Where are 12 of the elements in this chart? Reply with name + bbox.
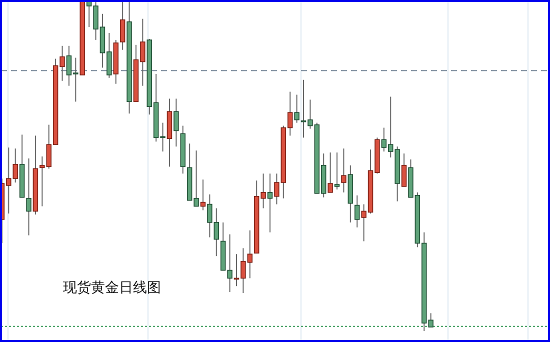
candlestick xyxy=(334,152,340,190)
candlestick xyxy=(328,152,333,193)
candlestick xyxy=(174,98,179,148)
candlestick xyxy=(200,179,206,211)
candlestick xyxy=(354,194,360,228)
text: 现货黄金日线图 xyxy=(63,280,161,296)
candlestick xyxy=(267,173,273,233)
candlestick xyxy=(341,148,346,193)
candlestick xyxy=(26,158,32,236)
candlestick xyxy=(120,0,126,50)
candlestick xyxy=(401,152,407,187)
candlestick xyxy=(294,94,300,124)
